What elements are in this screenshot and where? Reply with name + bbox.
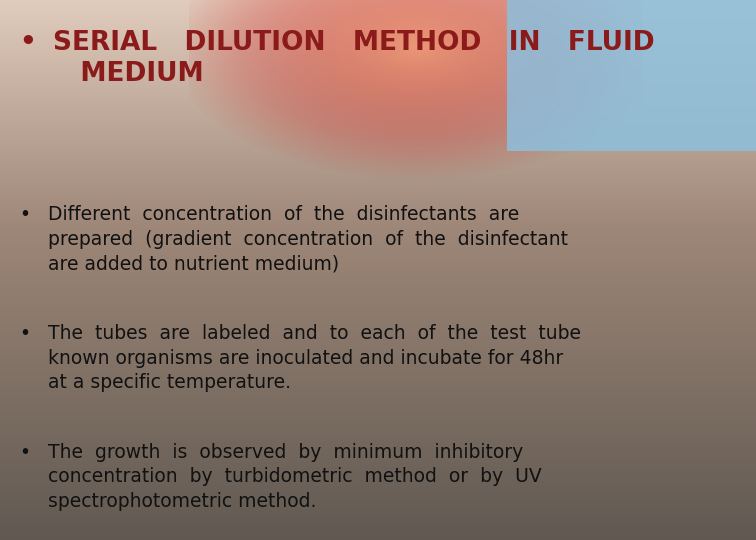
- Text: •: •: [19, 205, 30, 224]
- Text: •: •: [19, 443, 30, 462]
- Text: •: •: [19, 324, 30, 343]
- Text: SERIAL   DILUTION   METHOD   IN   FLUID
   MEDIUM: SERIAL DILUTION METHOD IN FLUID MEDIUM: [53, 30, 655, 87]
- Text: Different  concentration  of  the  disinfectants  are
prepared  (gradient  conce: Different concentration of the disinfect…: [48, 205, 568, 274]
- Text: The  growth  is  observed  by  minimum  inhibitory
concentration  by  turbidomet: The growth is observed by minimum inhibi…: [48, 443, 541, 511]
- Text: The  tubes  are  labeled  and  to  each  of  the  test  tube
known organisms are: The tubes are labeled and to each of the…: [48, 324, 581, 393]
- Text: •: •: [19, 30, 36, 56]
